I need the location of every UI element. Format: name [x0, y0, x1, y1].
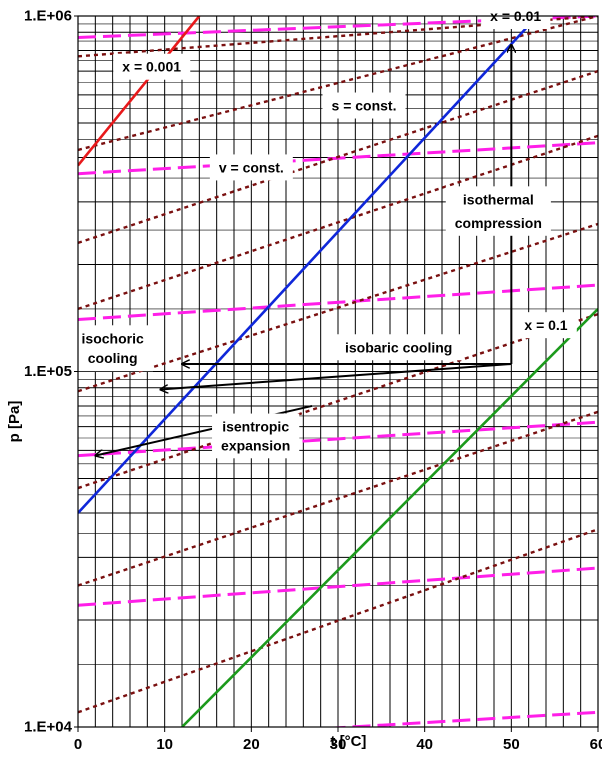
- x-tick-label: 20: [243, 736, 260, 753]
- annotation-box: [212, 413, 300, 459]
- annotation-label: isobaric cooling: [345, 339, 452, 355]
- x-tick-label: 40: [416, 736, 433, 753]
- y-tick-label: 1.E+06: [24, 8, 72, 25]
- annotation-box: [322, 92, 406, 119]
- annotation-box: [209, 154, 293, 181]
- annotation-box: [113, 53, 191, 80]
- axes: 0 10 20 30 40 50 60 1.E+04 1.E+05 1.E+06 t [°C] p […: [6, 8, 602, 754]
- isentrope-line: [78, 410, 598, 587]
- annotation-label: cooling: [88, 350, 138, 366]
- process-arrow: [160, 362, 512, 390]
- quality-line: [78, 16, 539, 514]
- annotation-label: isentropic: [222, 419, 289, 435]
- isochore-line: [325, 710, 598, 727]
- isentrope-line: [78, 222, 598, 393]
- x-tick-label: 50: [503, 736, 520, 753]
- annotation-label: isochoric: [82, 330, 144, 346]
- annotation-label: isothermal: [463, 191, 534, 207]
- quality-lines: [78, 16, 598, 727]
- x-tick-label: 60: [590, 736, 602, 753]
- y-tick-label: 1.E+05: [24, 363, 72, 380]
- annotation-label: v = const.: [219, 159, 284, 175]
- isentrope-line: [78, 16, 598, 152]
- y-tick-label: 1.E+04: [24, 719, 73, 736]
- annotation-label: x = 0.001: [122, 59, 181, 75]
- x-tick-label: 30: [330, 736, 347, 753]
- annotation-box: [445, 186, 551, 236]
- quality-line: [181, 307, 598, 727]
- annotation-box: [72, 325, 153, 372]
- annotation-label: expansion: [221, 437, 290, 453]
- annotation-box: [515, 312, 577, 339]
- x-axis-label: t [°C]: [330, 733, 366, 750]
- isochore-line: [78, 566, 598, 607]
- isochore-line: [78, 420, 598, 458]
- annotation-label: s = const.: [332, 98, 397, 114]
- quality-line: [78, 16, 201, 167]
- y-axis-label: p [Pa]: [6, 401, 23, 443]
- x-tick-label: 0: [74, 736, 82, 753]
- annotation-boxes: [72, 3, 577, 459]
- annotation-label: x = 0.1: [524, 317, 567, 333]
- annotation-box: [335, 334, 462, 361]
- annotation-label: compression: [455, 215, 542, 231]
- x-tick-label: 10: [156, 736, 173, 753]
- isentrope-line: [78, 528, 598, 714]
